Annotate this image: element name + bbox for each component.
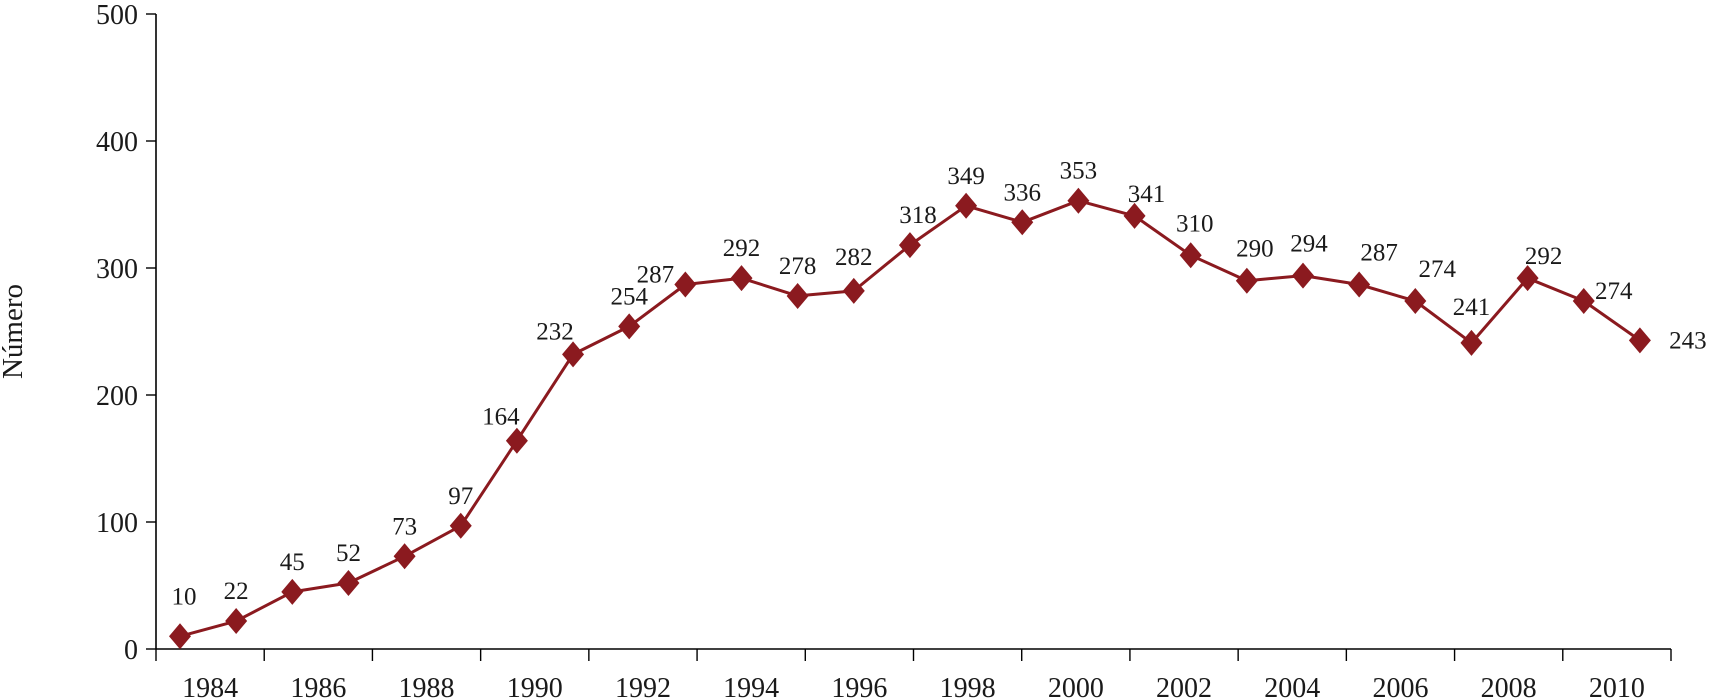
data-point-marker <box>1292 262 1314 289</box>
data-label: 353 <box>1060 158 1098 185</box>
y-tick-label: 300 <box>96 254 138 285</box>
x-tick-label: 1992 <box>615 673 671 699</box>
y-tick-label: 400 <box>96 127 138 158</box>
data-label: 232 <box>536 318 574 345</box>
data-point-marker <box>337 569 360 596</box>
data-point-marker <box>1404 288 1427 315</box>
data-label: 164 <box>482 404 520 431</box>
y-tick-label: 100 <box>96 508 138 539</box>
x-tick-label: 2000 <box>1048 673 1104 699</box>
data-point-marker <box>1123 202 1146 229</box>
x-tick-label: 2004 <box>1264 673 1320 699</box>
data-point-marker <box>281 578 304 605</box>
data-point-marker <box>618 313 641 340</box>
data-point-marker <box>1460 329 1483 356</box>
x-tick-label: 1998 <box>940 673 996 699</box>
x-tick-label: 1990 <box>507 673 563 699</box>
x-tick-label: 2008 <box>1481 673 1537 699</box>
data-point-marker <box>1067 187 1090 214</box>
data-label: 287 <box>1360 240 1398 267</box>
data-point-marker <box>393 543 416 570</box>
data-point-marker <box>1235 267 1258 294</box>
data-label: 22 <box>224 578 249 605</box>
data-label: 52 <box>336 540 361 567</box>
x-tick-label: 1996 <box>831 673 887 699</box>
y-axis: 0 100 200 300 400 500 <box>96 0 157 666</box>
data-label: 278 <box>779 253 817 280</box>
y-axis-title: Número <box>0 284 29 379</box>
data-point-marker <box>1516 265 1539 292</box>
x-tick-label: 1994 <box>723 673 779 699</box>
data-point-marker <box>562 341 585 368</box>
data-label: 10 <box>172 583 197 610</box>
data-point-marker <box>786 282 809 309</box>
data-point-marker <box>1348 271 1371 298</box>
data-label: 292 <box>723 235 761 262</box>
data-point-marker <box>1011 209 1034 236</box>
data-point-marker <box>955 192 978 219</box>
data-point-marker <box>898 232 921 259</box>
markers-group <box>169 187 1651 650</box>
data-point-marker <box>842 277 865 304</box>
x-tick-label: 1984 <box>182 673 238 699</box>
data-label: 274 <box>1595 278 1633 305</box>
data-point-marker <box>730 265 753 292</box>
x-tick-label: 1986 <box>290 673 346 699</box>
data-label: 290 <box>1236 236 1274 263</box>
data-label: 254 <box>610 283 648 310</box>
data-point-marker <box>674 271 697 298</box>
data-point-marker <box>225 608 248 635</box>
data-point-marker <box>1179 242 1202 269</box>
data-label: 341 <box>1128 181 1166 208</box>
data-label: 73 <box>392 513 417 540</box>
x-axis: 1984 1986 1988 1990 1992 1994 1996 1998 2000 2002… <box>155 648 1672 699</box>
x-tick-label: 2002 <box>1156 673 1212 699</box>
data-label: 336 <box>1004 179 1042 206</box>
data-label: 318 <box>899 202 937 229</box>
data-label: 294 <box>1290 231 1328 258</box>
x-tick-label: 2010 <box>1589 673 1645 699</box>
x-tick-label: 1988 <box>399 673 455 699</box>
data-point-marker <box>169 623 191 650</box>
data-label: 97 <box>448 483 473 510</box>
data-point-marker <box>1628 327 1651 354</box>
data-label: 282 <box>835 244 873 271</box>
data-point-marker <box>1572 288 1595 315</box>
data-point-marker <box>449 512 472 539</box>
data-label: 310 <box>1176 210 1214 237</box>
data-label: 241 <box>1453 294 1491 321</box>
data-label: 292 <box>1525 243 1563 270</box>
data-label: 349 <box>947 163 985 190</box>
y-tick-label: 500 <box>96 0 138 31</box>
data-label: 274 <box>1419 256 1457 283</box>
y-tick-label: 0 <box>124 635 138 666</box>
data-label: 45 <box>280 549 305 576</box>
y-tick-label: 200 <box>96 381 138 412</box>
data-label: 243 <box>1669 327 1707 354</box>
data-point-marker <box>505 427 528 454</box>
x-tick-label: 2006 <box>1372 673 1428 699</box>
data-label: 287 <box>637 262 675 289</box>
